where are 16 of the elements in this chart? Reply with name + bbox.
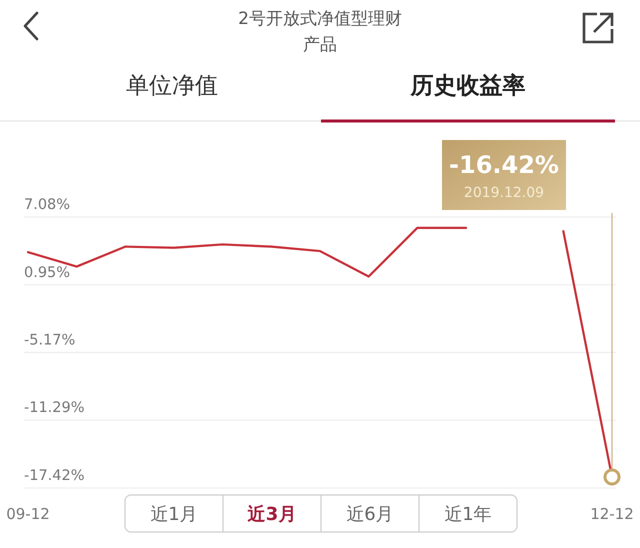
text: 近3月 [246,504,296,525]
text: 近6月 [346,504,394,525]
text: 历史收益率 [410,72,526,99]
text: 2019.12.09 [464,185,544,201]
text: 近1月 [150,504,198,525]
y-tick-label: -17.42% [24,468,85,484]
chart-title: 2号开放式净值型理财产品 [237,8,403,57]
y-tick-label: -11.29% [24,400,85,416]
y-tick-label: 0.95% [24,264,70,281]
text: -16.42% [449,151,559,179]
text: 单位净值 [126,73,218,99]
x-tick-label: 12-12 [590,505,634,523]
text: 近1年 [444,504,492,525]
y-tick-label: -5.17% [24,332,76,348]
x-tick-label: 09-12 [6,505,50,523]
y-tick-label: 7.08% [24,197,70,213]
